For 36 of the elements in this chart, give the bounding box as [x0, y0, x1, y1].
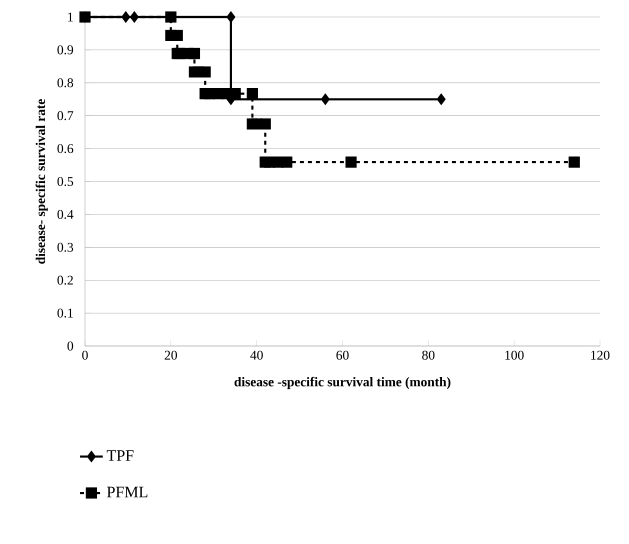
x-tick-label: 120: [591, 350, 610, 360]
y-tick-label: 0.6: [57, 144, 74, 154]
y-tick-label: 0.7: [57, 111, 74, 120]
x-tick-label: 60: [336, 350, 349, 360]
y-tick-label: 0.8: [57, 78, 74, 88]
y-tick-label: 0.5: [57, 176, 74, 186]
point: [436, 93, 446, 106]
point: [200, 66, 211, 78]
point: [121, 11, 130, 23]
point: [172, 30, 183, 42]
point: [226, 11, 236, 23]
y-tick-label: 0.3: [57, 242, 74, 252]
y-tick-label: 0: [67, 342, 74, 350]
legend-label: TPF: [106, 450, 134, 461]
point: [320, 93, 330, 106]
point: [260, 118, 271, 130]
x-tick-label: 0: [82, 350, 88, 360]
point: [568, 156, 580, 168]
point: [130, 11, 139, 23]
point: [246, 88, 258, 100]
y-tick-label: 0.9: [57, 45, 74, 54]
x-axis-title: disease -specific survival time (month): [234, 376, 450, 390]
y-tick-label: 0.4: [57, 210, 74, 219]
x-tick-label: 80: [422, 350, 435, 360]
x-tick-label: 100: [505, 350, 524, 360]
point: [188, 48, 200, 60]
x-tick-label: 20: [164, 350, 178, 360]
y-tick-label: 1: [68, 12, 73, 22]
legend-label: PFML: [106, 486, 148, 498]
point: [281, 156, 292, 168]
y-axis-title: disease- specific survival rate: [36, 99, 48, 264]
x-tick-label: 40: [250, 350, 263, 360]
point: [345, 156, 357, 168]
point: [165, 11, 176, 23]
y-tick-label: 0.2: [57, 276, 73, 285]
y-tick-label: 0.1: [57, 308, 73, 318]
